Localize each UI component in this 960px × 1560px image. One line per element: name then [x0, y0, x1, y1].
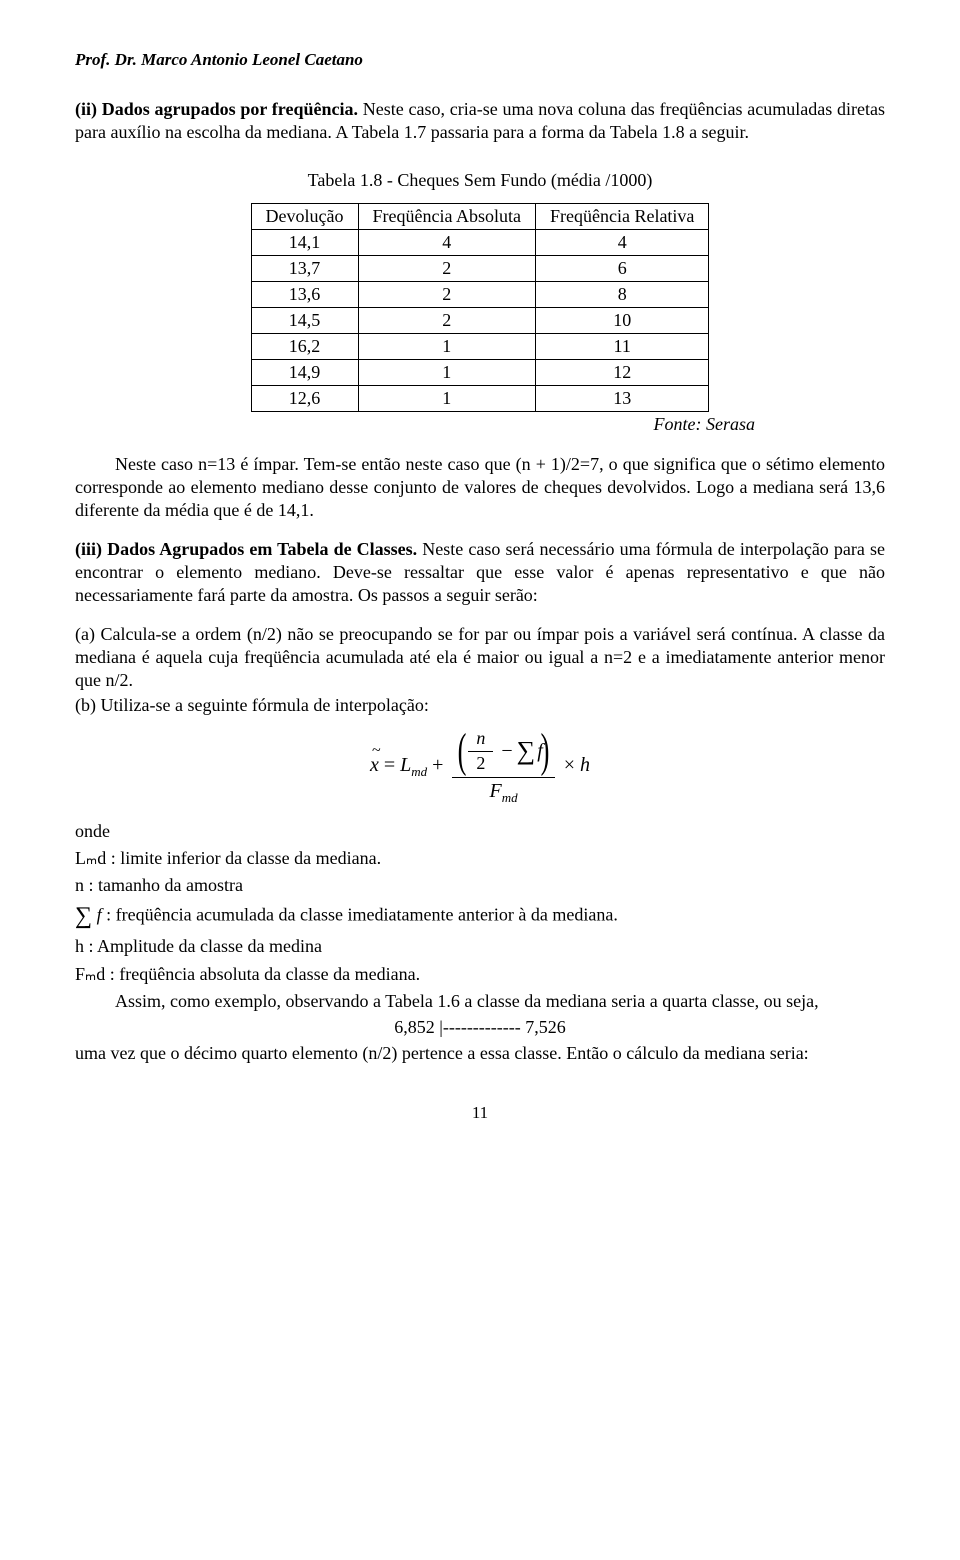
cell: 6 [535, 256, 708, 282]
paragraph-iii-lead: (iii) Dados Agrupados em Tabela de Class… [75, 539, 417, 559]
times-sign: × [564, 754, 575, 776]
step-b: (b) Utiliza-se a seguinte fórmula de int… [75, 694, 885, 717]
step-a: (a) Calcula-se a ordem (n/2) não se preo… [75, 623, 885, 692]
cell: 13,6 [251, 282, 358, 308]
paren-close: ) [540, 727, 549, 775]
paragraph-iii: (iii) Dados Agrupados em Tabela de Class… [75, 538, 885, 607]
def-lmd: Lₘd : limite inferior da classe da media… [75, 847, 885, 870]
minus-sign: − [501, 740, 512, 762]
def-h: h : Amplitude da classe da medina [75, 935, 885, 958]
class-range: 6,852 |------------- 7,526 [75, 1017, 885, 1038]
sum-symbol-inline: ∑ [75, 903, 92, 929]
interpolation-formula: x = Lmd + ( n 2 − ∑ f ) Fmd [75, 727, 885, 805]
cell: 12,6 [251, 386, 358, 412]
document-page: Prof. Dr. Marco Antonio Leonel Caetano (… [0, 0, 960, 1163]
def-fmd: Fₘd : freqüência absoluta da classe da m… [75, 963, 885, 986]
table-row: 14,1 4 4 [251, 230, 709, 256]
cell: 13,7 [251, 256, 358, 282]
def-n: n : tamanho da amostra [75, 874, 885, 897]
table-source: Fonte: Serasa [75, 414, 755, 435]
cell: 4 [358, 230, 535, 256]
cell: 1 [358, 386, 535, 412]
col-freq-abs: Freqüência Absoluta [358, 204, 535, 230]
paragraph-ii-lead: (ii) Dados agrupados por freqüência. [75, 99, 358, 119]
table-row: 14,5 2 10 [251, 308, 709, 334]
n-var: n [468, 729, 493, 752]
cell: 2 [358, 282, 535, 308]
cell: 8 [535, 282, 708, 308]
table-caption: Tabela 1.8 - Cheques Sem Fundo (média /1… [75, 170, 885, 191]
equals-sign: = [384, 754, 395, 776]
cell: 12 [535, 360, 708, 386]
page-number: 11 [75, 1103, 885, 1123]
f-inline: f [92, 904, 102, 924]
cell: 4 [535, 230, 708, 256]
fraction-denominator: Fmd [452, 778, 554, 805]
table-row: 12,6 1 13 [251, 386, 709, 412]
cell: 10 [535, 308, 708, 334]
fraction-n2: n 2 [468, 729, 493, 774]
L-var: L [400, 754, 411, 776]
paren-open: ( [458, 727, 467, 775]
def-sumf: ∑ f : freqüência acumulada da classe ime… [75, 901, 885, 932]
cell: 14,5 [251, 308, 358, 334]
cheques-table: Devolução Freqüência Absoluta Freqüência… [251, 203, 710, 412]
table-row: 13,6 2 8 [251, 282, 709, 308]
paragraph-final: uma vez que o décimo quarto elemento (n/… [75, 1042, 885, 1065]
table-row: 14,9 1 12 [251, 360, 709, 386]
fraction-main: ( n 2 − ∑ f ) Fmd [452, 727, 554, 805]
cell: 1 [358, 360, 535, 386]
col-freq-rel: Freqüência Relativa [535, 204, 708, 230]
two-const: 2 [468, 752, 493, 774]
fraction-numerator: ( n 2 − ∑ f ) [452, 727, 554, 778]
table-header-row: Devolução Freqüência Absoluta Freqüência… [251, 204, 709, 230]
table-row: 13,7 2 6 [251, 256, 709, 282]
cell: 14,9 [251, 360, 358, 386]
sum-symbol: ∑ [517, 737, 536, 766]
plus-sign: + [432, 754, 443, 776]
cell: 13 [535, 386, 708, 412]
paragraph-ii: (ii) Dados agrupados por freqüência. Nes… [75, 98, 885, 144]
cell: 2 [358, 256, 535, 282]
def-sumf-text: : freqüência acumulada da classe imediat… [102, 904, 618, 924]
cell: 1 [358, 334, 535, 360]
cell: 2 [358, 308, 535, 334]
cell: 11 [535, 334, 708, 360]
defs-onde: onde [75, 820, 885, 843]
paragraph-after-table: Neste caso n=13 é ímpar. Tem-se então ne… [75, 453, 885, 522]
F-var: F [490, 780, 502, 802]
h-var: h [580, 754, 590, 776]
L-subscript: md [411, 764, 427, 779]
F-subscript: md [502, 790, 518, 805]
table-row: 16,2 1 11 [251, 334, 709, 360]
author-header: Prof. Dr. Marco Antonio Leonel Caetano [75, 50, 885, 70]
paragraph-example: Assim, como exemplo, observando a Tabela… [75, 990, 885, 1013]
x-tilde: x [370, 754, 379, 777]
cell: 14,1 [251, 230, 358, 256]
col-devolucao: Devolução [251, 204, 358, 230]
cell: 16,2 [251, 334, 358, 360]
